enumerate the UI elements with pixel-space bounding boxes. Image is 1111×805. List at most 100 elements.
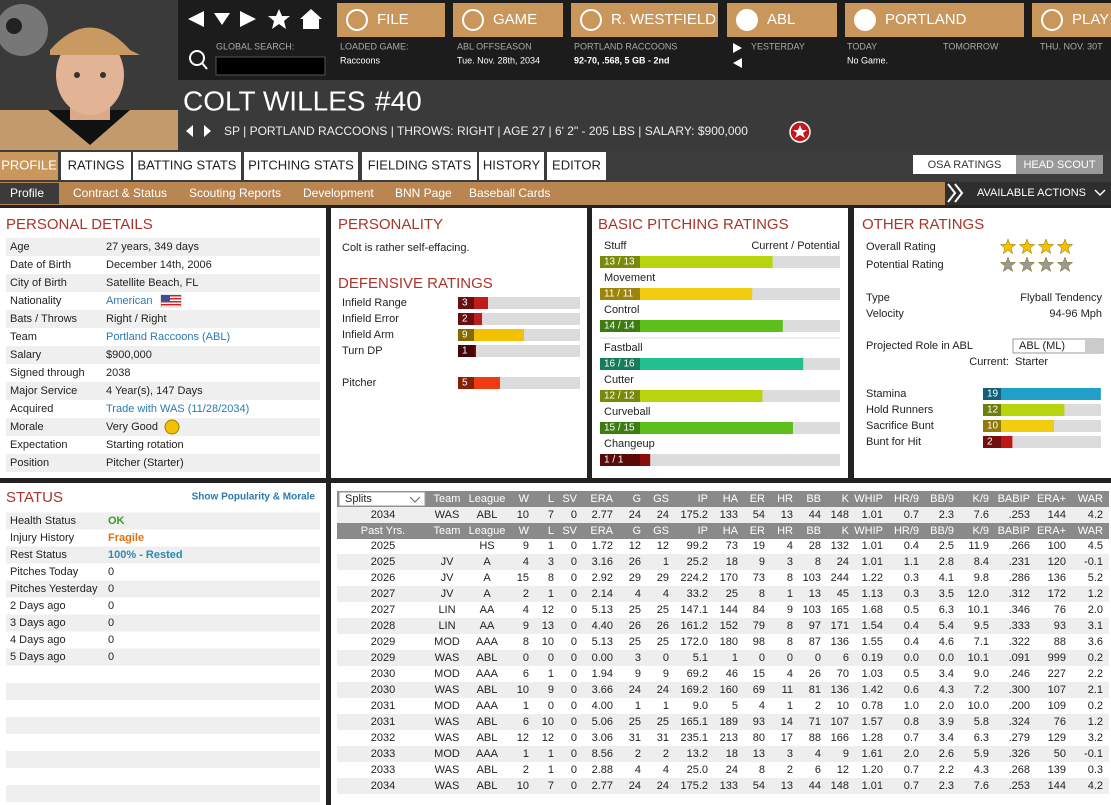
subtab-selected <box>0 183 59 204</box>
stat-cell: ABL <box>477 509 498 521</box>
splits-label[interactable]: Splits <box>345 493 372 505</box>
rating-tab-label[interactable]: OSA RATINGS <box>928 159 1002 171</box>
rating-tab[interactable] <box>1016 155 1103 174</box>
nav-button[interactable] <box>571 3 718 37</box>
stat-cell: 1.2 <box>1088 588 1103 600</box>
info-label[interactable]: YESTERDAY <box>751 41 805 51</box>
stat-cell: 132 <box>831 540 849 552</box>
bar-label-bg <box>600 320 640 332</box>
subtab-label[interactable]: Development <box>303 186 374 200</box>
info-label[interactable]: THU. NOV. 30T <box>1040 41 1103 51</box>
stat-cell: 9 <box>663 668 669 680</box>
tab-label[interactable]: BATTING STATS <box>138 157 237 172</box>
tab-label[interactable]: RATINGS <box>68 157 125 172</box>
tab[interactable] <box>362 152 477 180</box>
status-label: Injury History <box>10 532 75 544</box>
stat-cell: 224.2 <box>680 572 708 584</box>
nav-button[interactable] <box>337 3 445 37</box>
nav-button[interactable] <box>1032 3 1111 37</box>
nav-button-icon <box>462 9 484 31</box>
tab[interactable] <box>547 152 606 180</box>
stat-cell: .279 <box>1009 732 1030 744</box>
status-label: Health Status <box>10 515 77 527</box>
detail-value[interactable]: Trade with WAS (11/28/2034) <box>106 403 249 415</box>
player-arrows[interactable] <box>186 125 211 137</box>
stat-cell: 107 <box>831 716 849 728</box>
tab-label[interactable]: PROFILE <box>1 157 57 172</box>
bar-label-bg <box>983 436 1001 448</box>
stat-cell: 1.61 <box>862 748 883 760</box>
rating-label: Current: <box>969 356 1009 368</box>
splits-select[interactable] <box>338 491 426 507</box>
stat-cell: 19 <box>753 540 765 552</box>
stat-cell: 172.0 <box>680 636 708 648</box>
stat-cell: 7.1 <box>974 636 989 648</box>
row-bg <box>6 648 320 666</box>
select-arrow <box>409 496 421 503</box>
status-value: 0 <box>108 617 114 629</box>
nav-button-label[interactable]: R. WESTFIELD <box>611 11 716 28</box>
star <box>1037 256 1055 273</box>
rating-value: 3 <box>462 298 468 309</box>
stat-cell: 0 <box>571 732 577 744</box>
stat-cell: 4 <box>815 748 821 760</box>
role-select-label[interactable]: ABL (ML) <box>1019 340 1065 352</box>
detail-value[interactable]: Portland Raccoons (ABL) <box>106 331 230 343</box>
stat-cell: 3.16 <box>592 556 613 568</box>
tab[interactable] <box>61 152 131 180</box>
subtab-label[interactable]: BNN Page <box>395 186 452 200</box>
bar-label-bg <box>458 297 474 309</box>
tab-label[interactable]: HISTORY <box>483 157 541 172</box>
search-icon[interactable] <box>189 50 205 66</box>
nav-button-label[interactable]: ABL <box>767 11 795 28</box>
subtab-label[interactable]: Baseball Cards <box>469 186 550 200</box>
tab[interactable] <box>133 152 241 180</box>
tab-label[interactable]: FIELDING STATS <box>368 157 472 172</box>
stat-cell: 11 <box>782 684 793 696</box>
tab-label[interactable]: PITCHING STATS <box>248 157 354 172</box>
rating-tab-label[interactable]: HEAD SCOUT <box>1023 159 1095 171</box>
tab[interactable] <box>479 152 544 180</box>
tab[interactable] <box>244 152 358 180</box>
nav-icons[interactable] <box>188 9 322 29</box>
search-box[interactable] <box>215 56 326 76</box>
stat-cell: 3 <box>548 556 554 568</box>
detail-value[interactable]: American <box>106 295 152 307</box>
subtab-label[interactable]: Contract & Status <box>73 186 167 200</box>
info-label[interactable]: TOMORROW <box>943 41 999 51</box>
stat-cell: MOD <box>434 636 460 648</box>
nav-button-label[interactable]: GAME <box>493 11 537 28</box>
column-header: L <box>548 525 554 537</box>
nav-button-label[interactable]: FILE <box>377 11 409 28</box>
subtab-label[interactable]: Scouting Reports <box>189 186 281 200</box>
tab[interactable] <box>0 152 58 180</box>
stat-cell: 9 <box>759 556 765 568</box>
actions-button[interactable] <box>945 182 1111 205</box>
stat-cell: 4 <box>523 604 529 616</box>
stat-cell: 9.5 <box>974 620 989 632</box>
status-link[interactable]: Show Popularity & Morale <box>192 492 316 503</box>
row-bg <box>337 650 1109 666</box>
stat-cell: WAS <box>435 684 460 696</box>
stat-cell: 29 <box>629 572 641 584</box>
stat-cell: 0 <box>571 748 577 760</box>
role-select[interactable] <box>1012 338 1104 354</box>
stat-cell: 24 <box>657 684 669 696</box>
stat-cell: 2.8 <box>939 556 954 568</box>
status-label: Pitches Yesterday <box>10 583 98 595</box>
rating-label: Stamina <box>866 388 907 400</box>
arrow-left[interactable] <box>733 58 742 68</box>
stat-cell: 6 <box>523 716 529 728</box>
nav-button[interactable] <box>453 3 563 37</box>
nav-button-label[interactable]: PLAY <box>1072 11 1109 28</box>
detail-value: 4 Year(s), 147 Days <box>106 385 203 397</box>
rating-tab[interactable] <box>913 155 1016 174</box>
subtab-label[interactable]: Profile <box>10 186 44 200</box>
actions-label[interactable]: AVAILABLE ACTIONS <box>977 187 1086 199</box>
nav-button-label[interactable]: PORTLAND <box>885 11 967 28</box>
stat-cell: 136 <box>831 636 849 648</box>
arrow-right[interactable] <box>733 43 742 53</box>
tab-label[interactable]: EDITOR <box>552 157 601 172</box>
stat-cell: JV <box>441 588 455 600</box>
